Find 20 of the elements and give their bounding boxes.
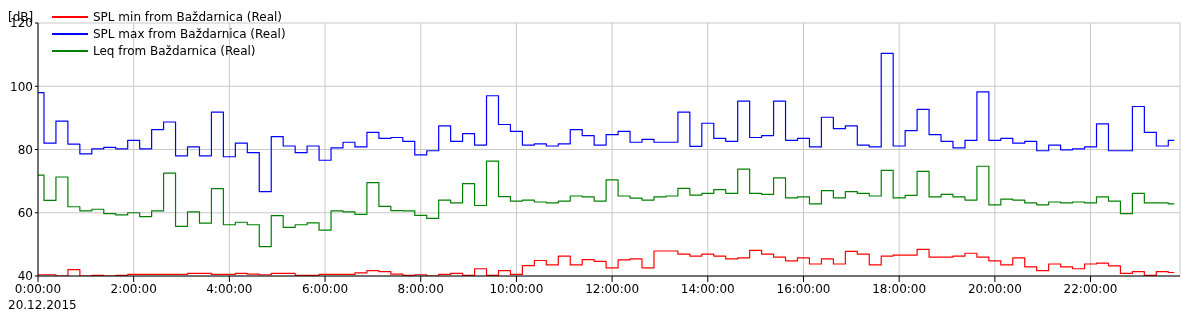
x-tick-label: 18:00:00 — [872, 281, 927, 296]
x-tick-label: 16:00:00 — [776, 281, 831, 296]
legend-label: SPL min from Baždarnica (Real) — [93, 9, 283, 24]
x-tick-label: 14:00:00 — [680, 281, 735, 296]
x-tick-label: 4:00:00 — [206, 281, 253, 296]
x-tick-label: 20:00:00 — [967, 281, 1022, 296]
y-tick-label: 60 — [17, 206, 33, 221]
y-tick-label: 100 — [10, 79, 33, 94]
y-tick-label: 80 — [17, 142, 33, 157]
y-tick-label: 40 — [17, 269, 33, 284]
x-tick-label: 0:00:00 — [14, 281, 62, 296]
x-tick-label: 6:00:00 — [301, 281, 349, 296]
x-tick-label: 12:00:00 — [585, 281, 640, 296]
x-tick-label: 8:00:00 — [397, 281, 444, 296]
x-tick-label: 22:00:00 — [1063, 281, 1118, 296]
legend-label: Leq from Baždarnica (Real) — [93, 43, 256, 58]
x-tick-label: 2:00:00 — [110, 281, 157, 296]
text: 20.12.2015 — [8, 298, 77, 312]
x-tick-label: 10:00:00 — [489, 281, 544, 296]
legend-label: SPL max from Baždarnica (Real) — [93, 26, 286, 41]
